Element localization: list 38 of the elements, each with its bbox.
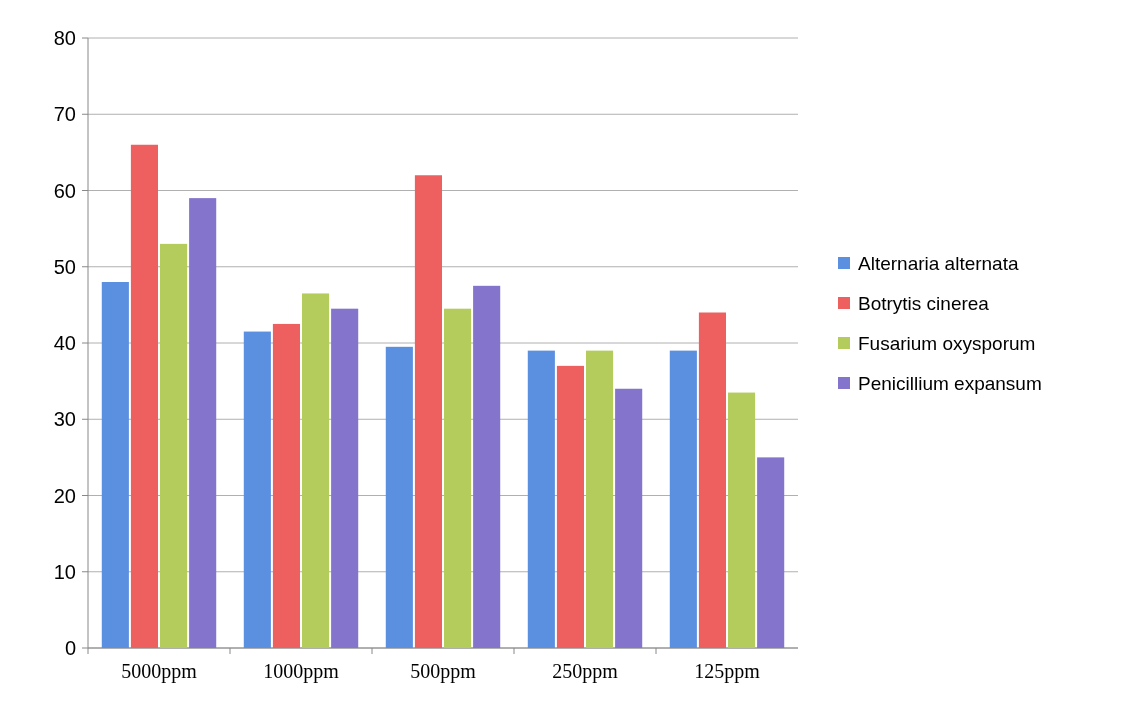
x-tick-label: 500ppm	[410, 660, 477, 683]
bar	[527, 350, 555, 648]
y-tick-label: 40	[53, 332, 76, 354]
bar	[189, 198, 217, 648]
y-tick-label: 50	[53, 255, 76, 278]
bar	[473, 285, 501, 648]
y-tick-label: 20	[53, 484, 76, 507]
bar	[615, 388, 643, 648]
bar	[669, 350, 697, 648]
bar	[101, 282, 129, 648]
x-tick-label: 5000ppm	[121, 660, 198, 683]
legend-label: Fusarium oxysporum	[858, 332, 1036, 354]
bar	[243, 331, 271, 648]
bar	[414, 175, 442, 648]
y-tick-label: 30	[53, 408, 76, 431]
y-tick-label: 80	[53, 27, 76, 49]
bar	[160, 243, 188, 648]
bar	[302, 293, 330, 648]
y-tick-label: 0	[64, 637, 76, 659]
x-tick-label: 250ppm	[552, 660, 619, 683]
bar	[586, 350, 614, 648]
bar	[444, 308, 472, 648]
legend-label: Alternaria alternata	[858, 252, 1019, 274]
bar	[556, 365, 584, 648]
legend-label: Botrytis cinerea	[858, 292, 990, 314]
bar	[385, 346, 413, 648]
y-tick-label: 60	[53, 179, 76, 202]
bar	[130, 144, 158, 648]
x-tick-label: 1000ppm	[263, 660, 340, 683]
bar	[728, 392, 756, 648]
y-tick-label: 70	[53, 103, 76, 126]
legend-label: Penicillium expansum	[858, 372, 1042, 394]
x-tick-label: 125ppm	[694, 660, 761, 683]
bar	[331, 308, 359, 648]
y-tick-label: 10	[53, 560, 76, 583]
bar	[698, 312, 726, 648]
bar	[757, 457, 785, 648]
bar	[272, 323, 300, 648]
